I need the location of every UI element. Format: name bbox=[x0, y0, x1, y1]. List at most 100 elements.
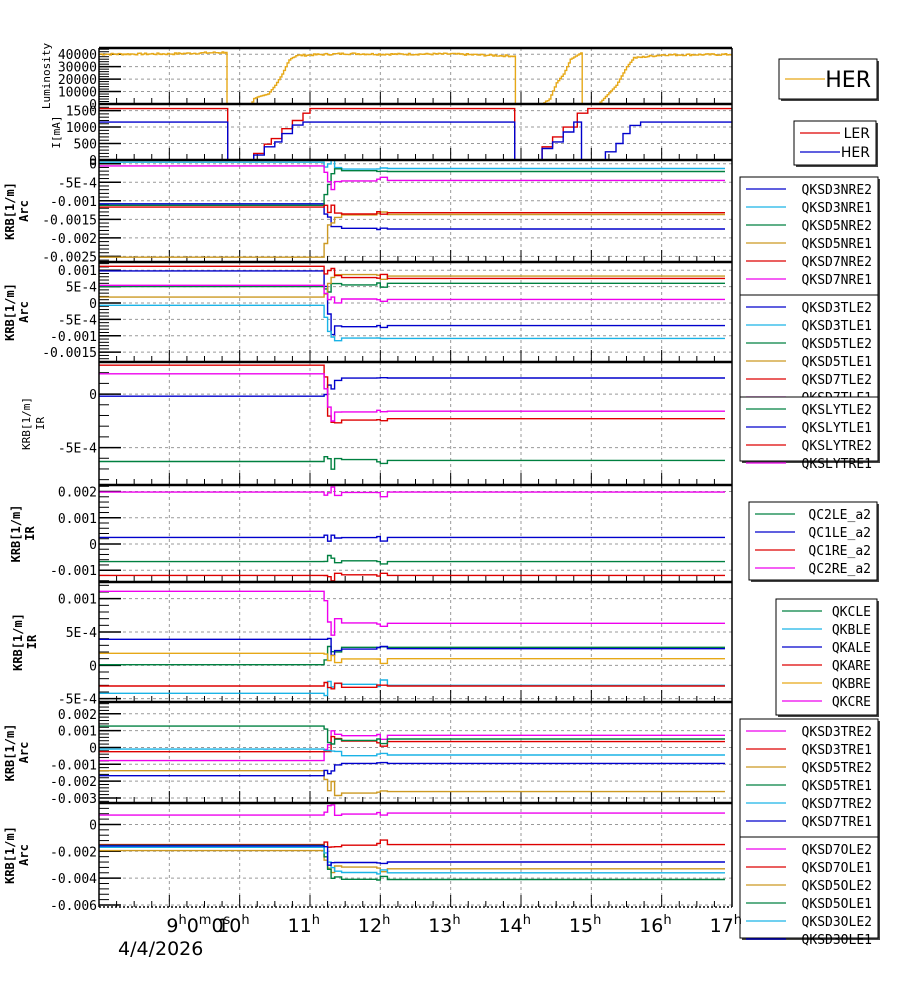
y-tick-label: -0.001 bbox=[50, 195, 97, 210]
legend-label: QKSD3TLE1 bbox=[802, 319, 872, 334]
legend-label: QKCLE bbox=[832, 605, 871, 620]
legend-label: HER bbox=[841, 145, 870, 161]
y-axis-label: KRB[1/m] bbox=[3, 283, 17, 341]
y-tick-label: -0.003 bbox=[50, 792, 97, 807]
y-tick-label: -0.0015 bbox=[42, 213, 97, 228]
y-axis-label: Arc bbox=[17, 844, 31, 866]
y-tick-label: -0.002 bbox=[50, 232, 97, 247]
panel-ir-sly: 0 -5E-4 KRB[1/m] IR bbox=[20, 360, 733, 486]
legend-label: QKSD7NRE1 bbox=[802, 273, 872, 288]
y-tick-label: -0.006 bbox=[50, 899, 97, 914]
legend-label: QKARE bbox=[832, 659, 871, 674]
y-tick-label: 5E-4 bbox=[66, 281, 97, 296]
y-axis-label: KRB[1/m] bbox=[11, 613, 25, 671]
panel-ir-qc: 0.002 0.001 0 -0.001 KRB[1/m] IR bbox=[9, 483, 733, 583]
y-tick-label: 0 bbox=[89, 741, 97, 756]
y-axis-label: IR bbox=[23, 526, 37, 541]
y-tick-label: -0.001 bbox=[50, 330, 97, 345]
legend-label: QKSD5TLE2 bbox=[802, 337, 872, 352]
legend-arc-ole: QKSD7OLE2 QKSD7OLE1 QKSD5OLE2 QKSD5OLE1 QKSD… bbox=[739, 836, 880, 948]
legend-arc-tre: QKSD3TRE2 QKSD3TRE1 QKSD5TRE2 QKSD5TRE1 QKSD… bbox=[739, 718, 880, 839]
legend-label: QKSD5NRE1 bbox=[802, 237, 872, 252]
series-line-qksd7tle1 bbox=[99, 284, 725, 304]
series-line-qksd5ole1 bbox=[99, 844, 725, 881]
y-axis-label: KRB[1/m] bbox=[3, 826, 17, 884]
x-tick-label: 17h bbox=[710, 913, 742, 937]
legend-arc-tle: QKSD3TLE2 QKSD3TLE1 QKSD5TLE2 QKSD5TLE1 QKSD… bbox=[739, 294, 880, 406]
series-group bbox=[99, 590, 725, 697]
series-group bbox=[99, 364, 725, 470]
legend-label: QKALE bbox=[832, 641, 871, 656]
y-axis-label: KRB[1/m] bbox=[3, 724, 17, 782]
series-line-qksd3ole1 bbox=[99, 845, 725, 866]
y-tick-label: 0 bbox=[89, 538, 97, 553]
y-axis-label: IR bbox=[25, 634, 39, 649]
legend-label: QKSLYTLE1 bbox=[802, 421, 872, 436]
series-line-qksd5nre2 bbox=[99, 168, 725, 206]
legend-label: QKSD7TRE1 bbox=[802, 815, 872, 830]
x-tick-label: 12h bbox=[358, 913, 390, 937]
legend-label: QKSD5TRE1 bbox=[802, 779, 872, 794]
series-group bbox=[99, 107, 732, 160]
legend-label: QKSD5NRE2 bbox=[802, 219, 872, 234]
series-line-qksd7nre2 bbox=[99, 204, 725, 215]
series-line-qksd3tle1 bbox=[99, 304, 725, 342]
series-line-qksd3tre2 bbox=[99, 730, 725, 762]
legend-ir-sly: QKSLYTLE2 QKSLYTLE1 QKSLYTRE2 QKSLYTRE1 bbox=[739, 396, 880, 472]
series-line-qkcre bbox=[99, 590, 725, 636]
panel-arc-tle: 0.001 5E-40-5E-4 -0.001-0.0015 KRB[1/m] Arc bbox=[3, 260, 733, 363]
legend-label: QKSD5OLE2 bbox=[802, 879, 872, 894]
y-tick-label: 0.001 bbox=[58, 264, 97, 279]
series-line-her bbox=[99, 51, 732, 104]
legend-label: QKSD3NRE2 bbox=[802, 183, 872, 198]
x-tick-label: 9h0m0s bbox=[166, 913, 230, 937]
series-line-qkble bbox=[99, 679, 725, 697]
legend-box bbox=[748, 501, 878, 581]
legend-label: QKSD5TRE2 bbox=[802, 761, 872, 776]
y-tick-label: 1000 bbox=[66, 121, 97, 136]
legend-box bbox=[739, 176, 879, 296]
legend-label: QKSD7OLE1 bbox=[802, 861, 872, 876]
series-group bbox=[99, 725, 725, 797]
legend-luminosity: HER bbox=[778, 58, 879, 101]
legend-label: QKSD7TRE2 bbox=[802, 797, 872, 812]
x-tick-label: 11h bbox=[288, 913, 320, 937]
y-tick-label: 0 bbox=[89, 388, 97, 403]
series-line-qksd7tle2 bbox=[99, 265, 725, 280]
legend-current: LER HER bbox=[793, 120, 878, 167]
series-group bbox=[99, 804, 725, 881]
x-tick-label: 10h bbox=[217, 913, 249, 937]
legend-label: QKSD3TRE1 bbox=[802, 743, 872, 758]
y-tick-label: 10000 bbox=[58, 86, 97, 101]
y-tick-label: -5E-4 bbox=[58, 176, 97, 191]
series-line-qc1le_a2 bbox=[99, 534, 725, 542]
y-tick-label: 30000 bbox=[58, 61, 97, 76]
x-tick-label: 16h bbox=[639, 913, 671, 937]
legend-label: QKSD7OLE2 bbox=[802, 843, 872, 858]
y-tick-label: 0 bbox=[89, 98, 97, 113]
legend-label: QKCRE bbox=[832, 695, 871, 710]
y-axis-label: KRB[1/m] bbox=[20, 397, 33, 450]
y-axis-label: I[mA] bbox=[50, 115, 63, 148]
legend-label: LER bbox=[844, 126, 871, 142]
y-tick-label: -5E-4 bbox=[58, 693, 97, 708]
y-tick-label: 0.002 bbox=[58, 486, 97, 501]
legend-label: QKSLYTLE2 bbox=[802, 403, 872, 418]
y-tick-label: 0 bbox=[89, 154, 97, 169]
series-line-ler bbox=[99, 107, 732, 160]
panel-arc-ole: 0 -0.002 -0.004 -0.006 KRB[1/m] Arc bbox=[3, 801, 733, 914]
y-tick-label: 0 bbox=[89, 158, 97, 173]
y-tick-label: 0.002 bbox=[58, 708, 97, 723]
y-axis-label: Arc bbox=[17, 301, 31, 323]
legend-box bbox=[739, 294, 879, 400]
y-axis-label: IR bbox=[34, 417, 47, 431]
series-line-qksd7ole2 bbox=[99, 804, 725, 816]
series-group bbox=[99, 51, 732, 104]
series-line-qc2le_a2 bbox=[99, 554, 725, 565]
legend-label: QKSD3NRE1 bbox=[802, 201, 872, 216]
series-line-qksd5tre2 bbox=[99, 770, 725, 797]
legend-ir-qk: QKCLE QKBLE QKALE QKARE QKBRE QKCRE bbox=[775, 598, 879, 717]
legend-box bbox=[739, 718, 879, 838]
